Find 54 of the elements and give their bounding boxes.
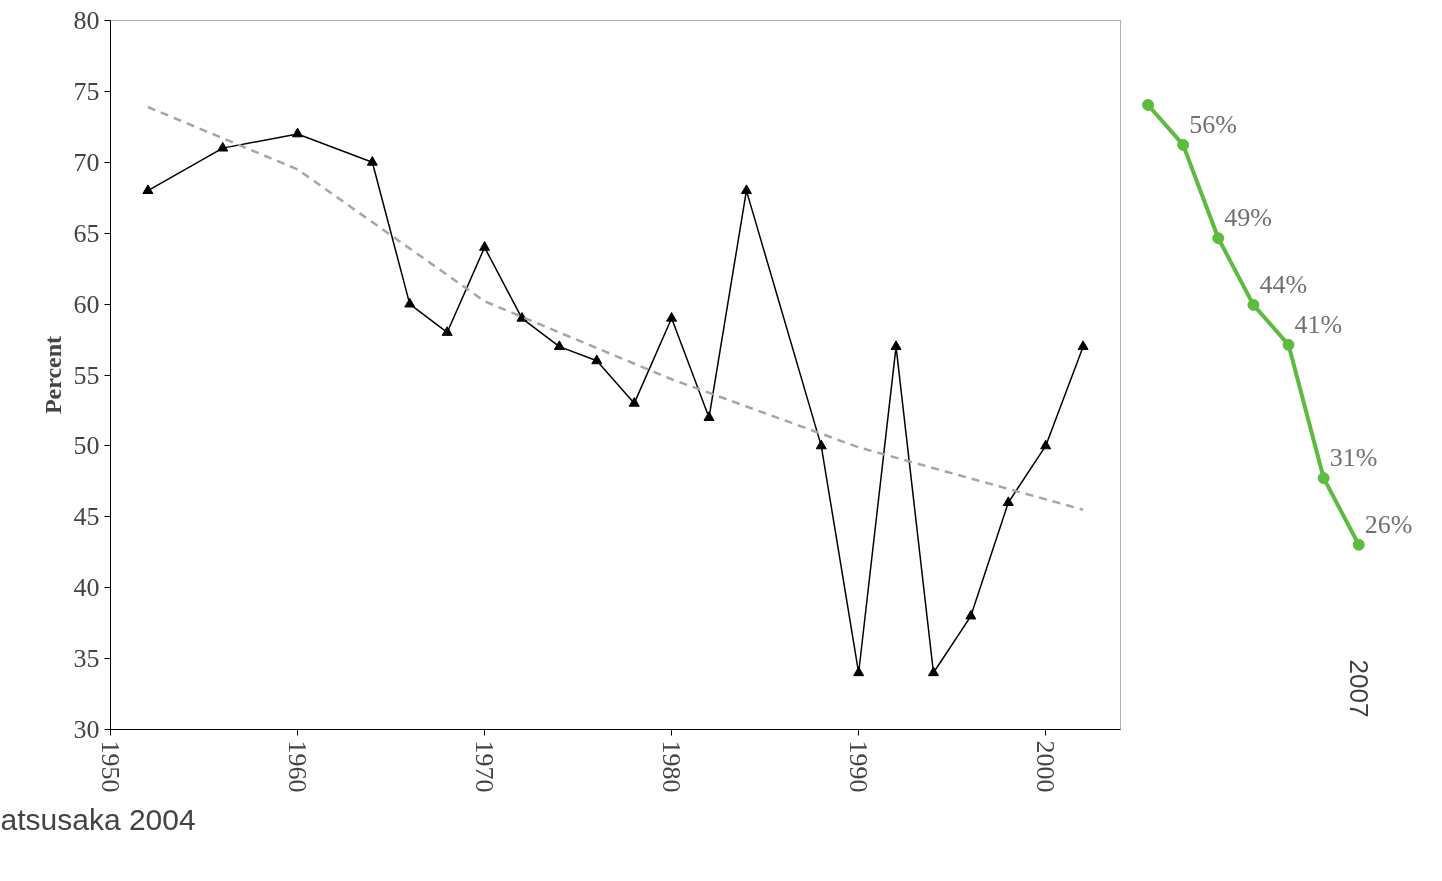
y-tick-label: 75 — [73, 76, 100, 106]
x-tick-label: 1960 — [283, 740, 313, 793]
point — [553, 340, 565, 351]
point — [1142, 98, 1155, 111]
point — [666, 312, 678, 322]
data-label: 26% — [1364, 509, 1413, 539]
line-series — [146, 105, 1085, 511]
text: 2007 — [1343, 659, 1374, 718]
y-axis-title: Percent — [39, 335, 66, 415]
point — [1177, 138, 1190, 151]
y-tick-label: 50 — [73, 431, 100, 461]
point — [1002, 496, 1014, 507]
x-tick-label: 2000 — [1031, 740, 1061, 793]
y-tick-label: 45 — [73, 502, 100, 532]
y-tick-label: 70 — [73, 147, 100, 177]
point — [965, 609, 977, 620]
data-label: 49% — [1224, 203, 1272, 233]
point — [366, 156, 378, 166]
y-tick-label: 35 — [73, 644, 100, 674]
point — [404, 297, 416, 308]
point — [591, 354, 603, 365]
point — [479, 241, 491, 251]
y-tick-label: 40 — [73, 573, 100, 603]
point — [1282, 338, 1295, 351]
point — [292, 127, 304, 138]
point — [217, 141, 229, 152]
point — [516, 312, 528, 322]
y-tick-label: 55 — [73, 360, 100, 390]
point — [927, 666, 939, 677]
data-label: 44% — [1259, 269, 1308, 299]
point — [890, 340, 902, 351]
point — [628, 397, 640, 407]
point — [1077, 340, 1089, 351]
x-tick-label: 1980 — [657, 740, 687, 793]
x-tick-label: 1990 — [844, 740, 874, 793]
data-label: 31% — [1329, 443, 1378, 473]
text: atsusaka 2004 — [0, 802, 196, 836]
y-tick-label: 80 — [73, 6, 100, 35]
point — [1352, 538, 1365, 551]
point — [1247, 298, 1260, 311]
point — [740, 184, 752, 195]
y-tick-label: 60 — [73, 289, 100, 319]
point — [1040, 439, 1052, 450]
y-tick-label: 65 — [73, 218, 100, 248]
point — [853, 666, 865, 677]
point — [1212, 232, 1225, 245]
x-tick-label: 1970 — [470, 740, 500, 793]
point — [441, 326, 453, 336]
data-label: 41% — [1294, 309, 1343, 339]
point — [815, 439, 827, 450]
point — [1317, 472, 1330, 485]
point — [703, 411, 715, 421]
data-label: 56% — [1189, 109, 1237, 139]
point — [142, 184, 154, 195]
